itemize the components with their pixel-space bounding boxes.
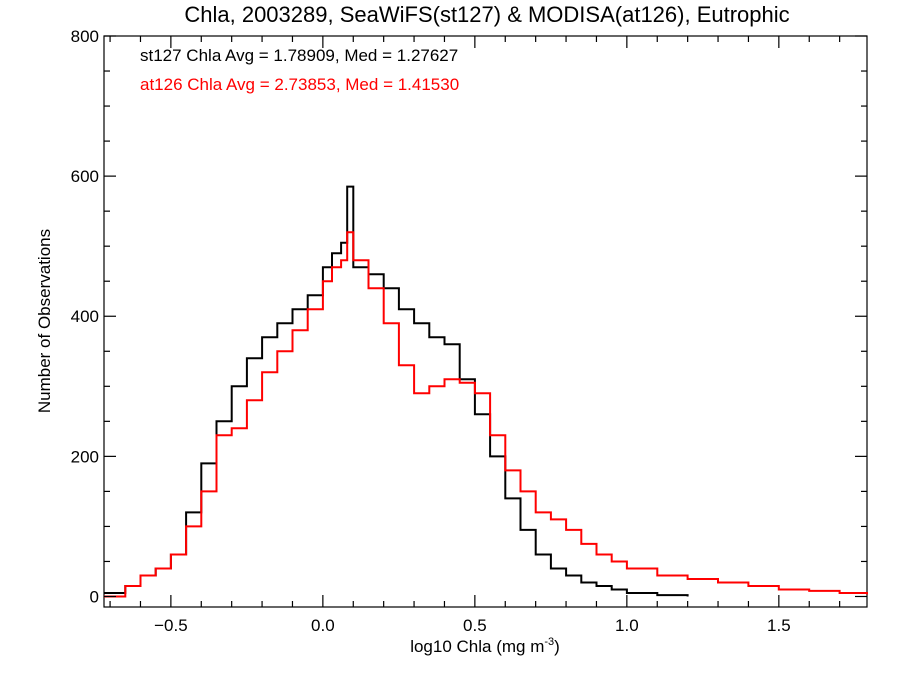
y-tick-label: 400 bbox=[71, 307, 99, 326]
x-axis-label: log10 Chla (mg m-3) bbox=[410, 636, 560, 656]
y-axis-label: Number of Observations bbox=[35, 229, 54, 413]
series-line-0 bbox=[104, 185, 689, 597]
chart-title: Chla, 2003289, SeaWiFS(st127) & MODISA(a… bbox=[184, 2, 789, 27]
y-tick-label: 200 bbox=[71, 447, 99, 466]
series-layer bbox=[104, 185, 868, 598]
y-tick-label: 0 bbox=[90, 587, 99, 606]
y-tick-label: 800 bbox=[71, 27, 99, 46]
y-tick-label: 600 bbox=[71, 167, 99, 186]
plot-frame bbox=[103, 35, 868, 608]
series-line-1 bbox=[104, 231, 868, 598]
x-tick-label: 1.0 bbox=[615, 616, 639, 635]
x-axis-label-superscript: -3 bbox=[544, 636, 554, 648]
x-tick-label: 1.5 bbox=[767, 616, 791, 635]
x-tick-label: 0.5 bbox=[463, 616, 487, 635]
x-tick-label: 0.0 bbox=[311, 616, 335, 635]
ticks-layer: −0.5 0.0 0.5 1.0 1.5 0 200 400 600 800 bbox=[71, 27, 867, 635]
x-tick-label: −0.5 bbox=[154, 616, 188, 635]
annotation-st127: st127 Chla Avg = 1.78909, Med = 1.27627 bbox=[140, 46, 458, 65]
annotation-at126: at126 Chla Avg = 2.73853, Med = 1.41530 bbox=[140, 75, 459, 94]
